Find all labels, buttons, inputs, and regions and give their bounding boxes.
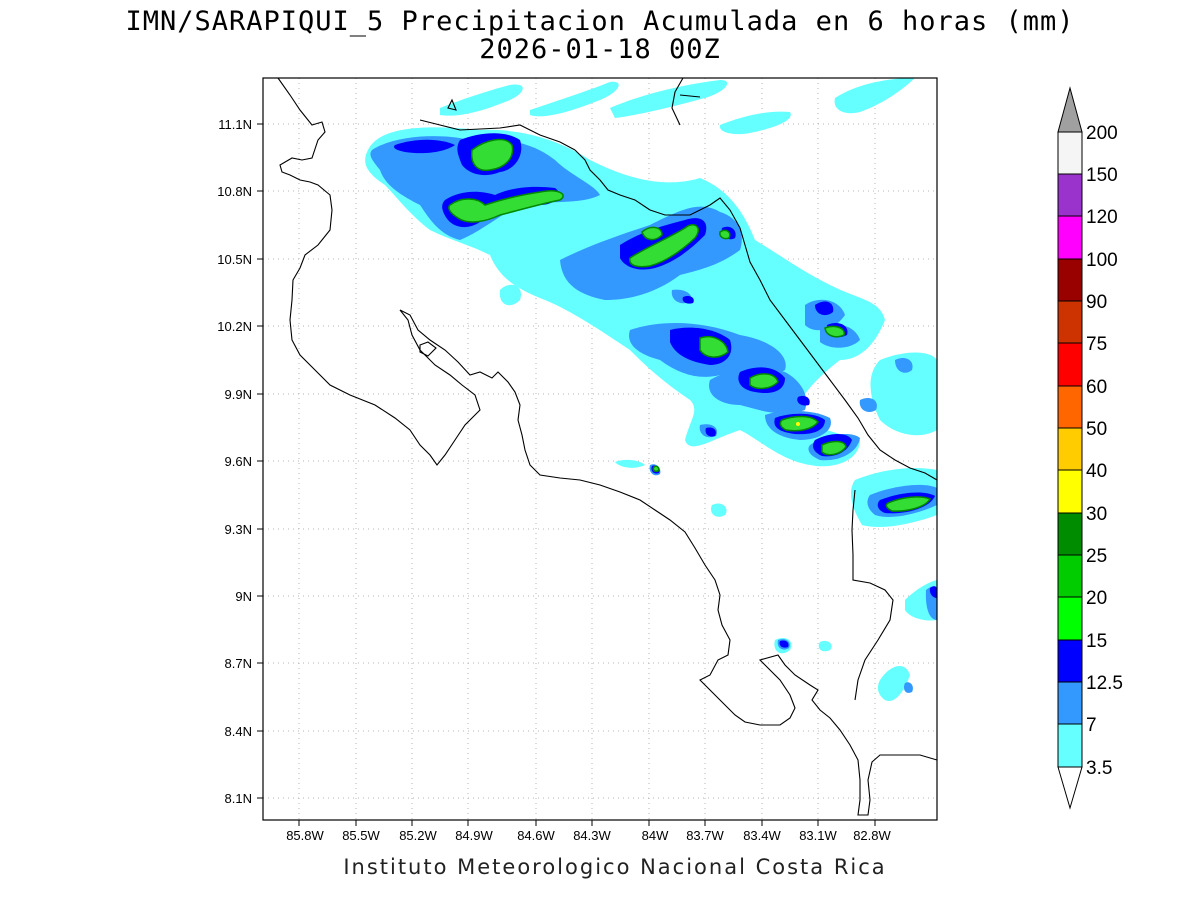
colorbar-swatch xyxy=(1057,131,1083,175)
colorbar-swatch xyxy=(1057,258,1083,302)
colorbar-labels: 200 150 120 100 90 75 60 50 40 30 25 20 … xyxy=(1086,123,1123,779)
colorbar-swatch xyxy=(1057,385,1083,429)
plot-frame xyxy=(262,77,938,821)
lat-label: 9.3N xyxy=(225,522,252,537)
colorbar-swatch xyxy=(1057,215,1083,260)
colorbar-swatch xyxy=(1057,723,1083,768)
precipitation-field xyxy=(365,78,937,701)
colorbar-over-triangle xyxy=(1057,86,1083,133)
colorbar-label: 25 xyxy=(1086,546,1107,567)
lon-label: 83.1W xyxy=(799,828,837,843)
coastlines xyxy=(277,77,938,816)
lat-label: 9.6N xyxy=(225,454,252,469)
institution-footer: Instituto Meteorologico Nacional Costa R… xyxy=(343,855,887,879)
colorbar-swatch xyxy=(1057,639,1083,683)
colorbar-label: 20 xyxy=(1086,588,1107,609)
lat-label: 10.5N xyxy=(217,252,252,267)
colorbar-swatch xyxy=(1057,681,1083,725)
lat-label: 9.9N xyxy=(225,387,252,402)
colorbar-label: 40 xyxy=(1086,461,1107,482)
colorbar-swatch xyxy=(1057,554,1083,598)
longitude-labels: 85.8W 85.5W 85.2W 84.9W 84.6W 84.3W 84W … xyxy=(286,828,891,843)
lon-label: 84W xyxy=(642,828,669,843)
lon-label: 85.2W xyxy=(399,828,437,843)
colorbar-swatch xyxy=(1057,512,1083,556)
lon-label: 82.8W xyxy=(853,828,891,843)
latitude-labels: 11.1N 10.8N 10.5N 10.2N 9.9N 9.6N 9.3N 9… xyxy=(217,117,252,806)
axis-ticks xyxy=(257,123,876,826)
lon-label: 83.4W xyxy=(743,828,781,843)
lon-label: 84.6W xyxy=(517,828,555,843)
lat-label: 10.8N xyxy=(217,184,252,199)
map-subtitle: 2026-01-18 00Z xyxy=(479,34,721,65)
colorbar-swatch xyxy=(1057,596,1083,641)
colorbar xyxy=(1057,86,1083,810)
colorbar-swatch xyxy=(1057,427,1083,471)
lat-label: 11.1N xyxy=(218,117,252,132)
colorbar-label: 150 xyxy=(1086,165,1118,186)
lon-label: 85.5W xyxy=(342,828,380,843)
colorbar-label: 60 xyxy=(1086,377,1107,398)
colorbar-label: 7 xyxy=(1086,715,1097,736)
lat-label: 8.1N xyxy=(225,791,252,806)
lat-label: 10.2N xyxy=(217,319,252,334)
colorbar-label: 100 xyxy=(1086,250,1118,271)
colorbar-label: 15 xyxy=(1086,631,1107,652)
colorbar-label: 90 xyxy=(1086,292,1107,313)
lat-label: 9N xyxy=(235,589,252,604)
lon-label: 84.9W xyxy=(455,828,493,843)
map-title: IMN/SARAPIQUI_5 Precipitacion Acumulada … xyxy=(125,6,1075,37)
lon-label: 84.3W xyxy=(573,828,611,843)
colorbar-swatch xyxy=(1057,173,1083,217)
lat-label: 8.7N xyxy=(225,656,252,671)
colorbar-label: 120 xyxy=(1086,207,1118,228)
colorbar-under-triangle xyxy=(1057,766,1083,810)
colorbar-label: 30 xyxy=(1086,504,1107,525)
colorbar-label: 50 xyxy=(1086,419,1107,440)
colorbar-swatch xyxy=(1057,342,1083,387)
colorbar-label: 75 xyxy=(1086,334,1107,355)
colorbar-swatch xyxy=(1057,469,1083,514)
lat-label: 8.4N xyxy=(225,724,252,739)
colorbar-label: 12.5 xyxy=(1086,673,1123,694)
colorbar-label: 3.5 xyxy=(1086,758,1112,779)
colorbar-label: 200 xyxy=(1086,123,1118,144)
lon-label: 85.8W xyxy=(286,828,324,843)
colorbar-swatch xyxy=(1057,300,1083,344)
lon-label: 83.7W xyxy=(686,828,724,843)
